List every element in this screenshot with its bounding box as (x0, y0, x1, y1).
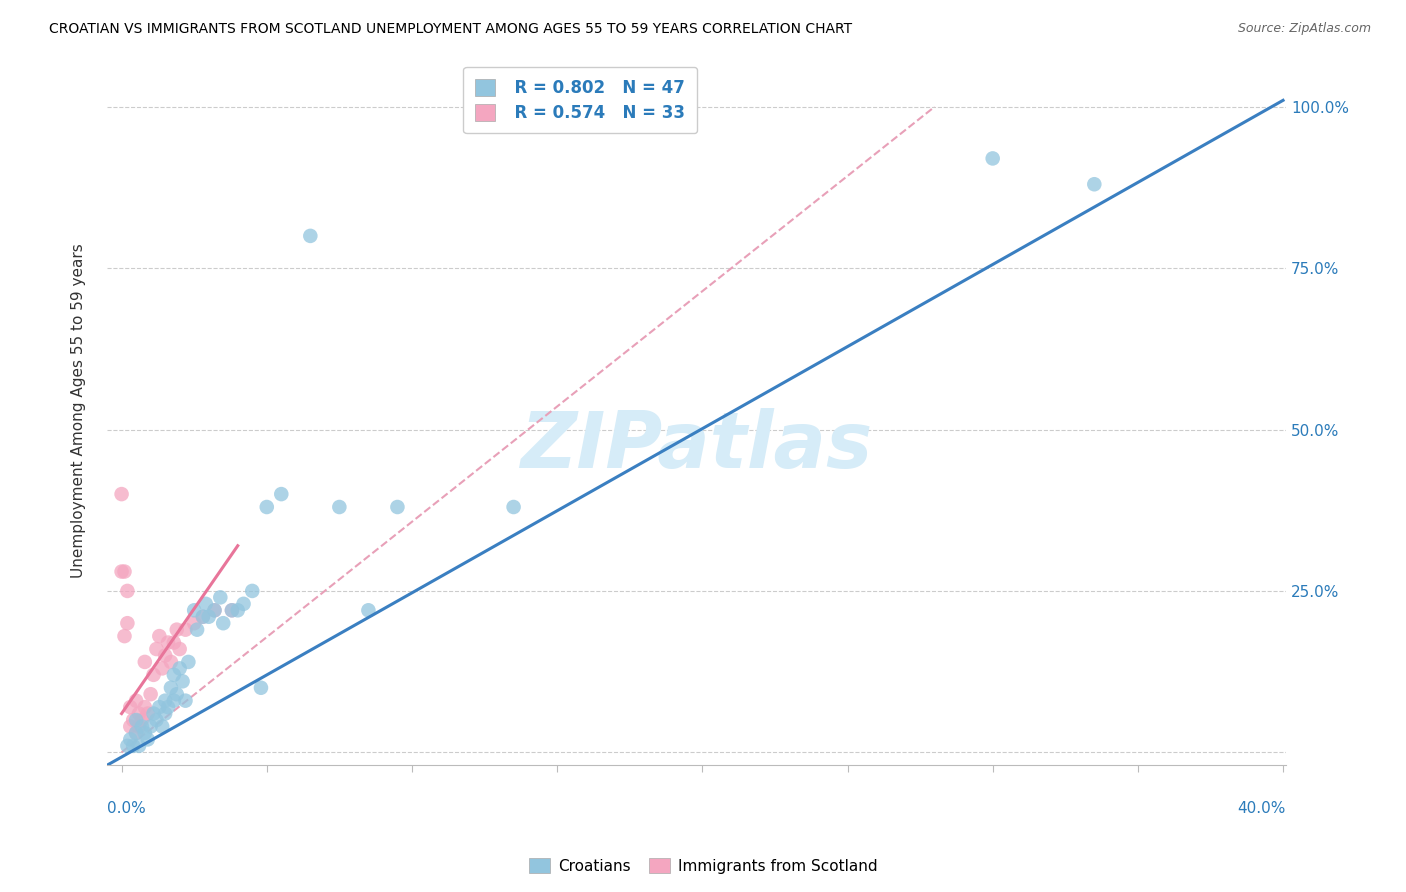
Point (502, 500, 524, 514)
Point (172, 674, 194, 689)
Point (270, 487, 292, 501)
Point (120, 700, 142, 714)
Point (166, 623, 188, 637)
Point (125, 713, 148, 727)
Text: 40.0%: 40.0% (1237, 801, 1286, 815)
Point (125, 726, 148, 740)
Point (134, 700, 156, 714)
Point (148, 629, 170, 643)
Point (186, 623, 208, 637)
Point (128, 739, 150, 753)
Point (357, 603, 380, 617)
Text: ZIPatlas: ZIPatlas (520, 408, 873, 483)
Point (148, 700, 170, 714)
Point (177, 655, 200, 669)
Point (117, 739, 139, 753)
Point (169, 642, 191, 657)
Legend:   R = 0.802   N = 47,   R = 0.574   N = 33: R = 0.802 N = 47, R = 0.574 N = 33 (463, 67, 697, 134)
Point (183, 616, 205, 631)
Point (163, 635, 186, 649)
Text: 0.0%: 0.0% (107, 801, 146, 815)
Text: CROATIAN VS IMMIGRANTS FROM SCOTLAND UNEMPLOYMENT AMONG AGES 55 TO 59 YEARS CORR: CROATIAN VS IMMIGRANTS FROM SCOTLAND UNE… (49, 22, 852, 37)
Point (114, 565, 136, 579)
Point (142, 706, 165, 721)
Point (120, 732, 142, 747)
Point (204, 603, 226, 617)
Point (131, 713, 153, 727)
Point (150, 661, 173, 675)
Point (183, 603, 205, 617)
Point (163, 668, 186, 682)
Y-axis label: Unemployment Among Ages 55 to 59 years: Unemployment Among Ages 55 to 59 years (72, 243, 86, 577)
Point (174, 623, 197, 637)
Point (981, 152, 1004, 166)
Point (157, 700, 180, 714)
Point (110, 487, 132, 501)
Point (145, 642, 167, 657)
Point (299, 228, 322, 243)
Point (250, 681, 273, 695)
Point (134, 726, 156, 740)
Point (221, 603, 243, 617)
Point (136, 706, 159, 721)
Point (387, 500, 409, 514)
Text: Source: ZipAtlas.com: Source: ZipAtlas.com (1237, 22, 1371, 36)
Point (163, 693, 186, 707)
Point (209, 591, 232, 605)
Point (204, 603, 226, 617)
Legend: Croatians, Immigrants from Scotland: Croatians, Immigrants from Scotland (523, 852, 883, 880)
Point (240, 583, 263, 598)
Point (157, 635, 180, 649)
Point (197, 609, 219, 624)
Point (221, 603, 243, 617)
Point (150, 719, 173, 733)
Point (128, 706, 150, 721)
Point (125, 726, 148, 740)
Point (212, 616, 235, 631)
Point (117, 583, 139, 598)
Point (131, 719, 153, 733)
Point (139, 719, 162, 733)
Point (145, 713, 167, 727)
Point (256, 500, 278, 514)
Point (110, 565, 132, 579)
Point (160, 655, 183, 669)
Point (153, 648, 176, 663)
Point (128, 719, 150, 733)
Point (226, 603, 249, 617)
Point (153, 706, 176, 721)
Point (194, 597, 217, 611)
Point (142, 668, 165, 682)
Point (160, 681, 183, 695)
Point (166, 687, 188, 701)
Point (136, 732, 159, 747)
Point (139, 687, 162, 701)
Point (174, 693, 197, 707)
Point (169, 661, 191, 675)
Point (120, 719, 142, 733)
Point (122, 713, 145, 727)
Point (191, 609, 214, 624)
Point (232, 597, 254, 611)
Point (1083, 178, 1105, 192)
Point (191, 609, 214, 624)
Point (125, 693, 148, 707)
Point (114, 629, 136, 643)
Point (122, 739, 145, 753)
Point (153, 693, 176, 707)
Point (134, 655, 156, 669)
Point (328, 500, 350, 514)
Point (117, 616, 139, 631)
